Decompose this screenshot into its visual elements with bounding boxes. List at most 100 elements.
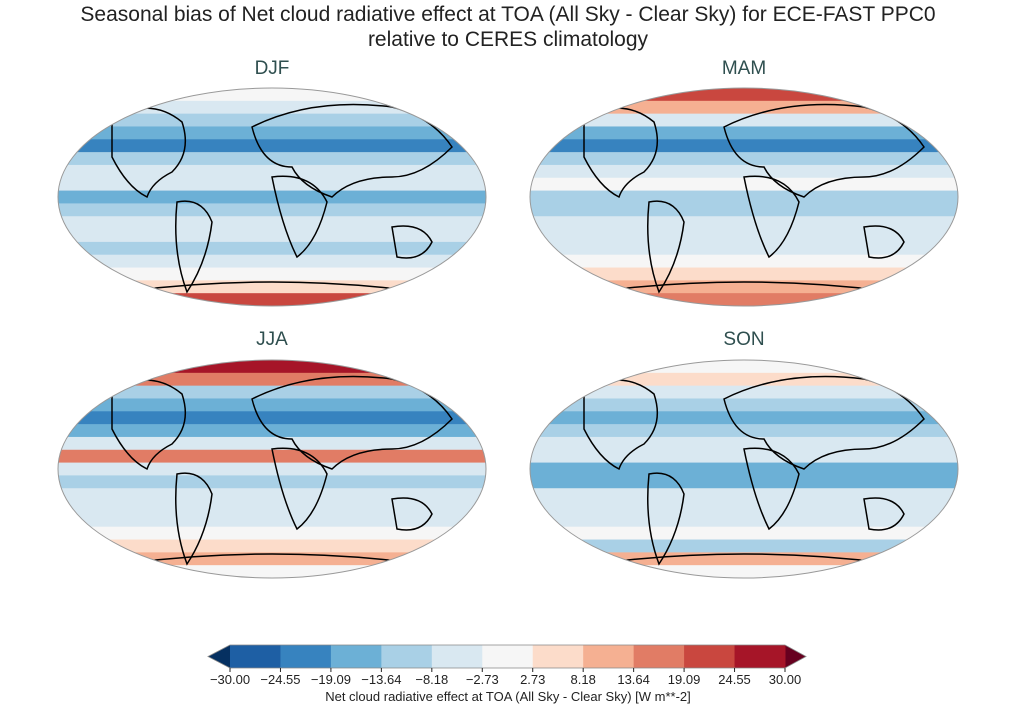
- bias-band: [530, 411, 958, 425]
- bias-band: [530, 526, 958, 541]
- colorbar-segment: [230, 645, 281, 668]
- coastline: [251, 375, 453, 470]
- bias-band: [530, 216, 958, 230]
- coastline: [647, 200, 685, 294]
- bias-band: [530, 372, 958, 387]
- bias-band: [530, 88, 958, 102]
- bias-band: [530, 203, 958, 217]
- bias-band: [530, 488, 958, 502]
- coastline: [583, 107, 659, 199]
- bias-band: [58, 241, 486, 256]
- colorbar-under-triangle: [208, 645, 230, 668]
- colorbar-tick-label: 30.00: [768, 672, 802, 687]
- colorbar-tick-label: 13.64: [617, 672, 650, 687]
- bias-band: [530, 126, 958, 140]
- coastline: [723, 375, 925, 470]
- bias-band: [58, 88, 486, 102]
- colorbar-segment: [633, 645, 685, 668]
- colorbar-tick-label: 24.55: [718, 672, 751, 687]
- colorbar-tick-label: −2.73: [465, 672, 499, 687]
- bias-band: [530, 462, 958, 476]
- panel-title-jja: JJA: [256, 329, 288, 350]
- bias-band: [58, 565, 486, 578]
- bias-band: [530, 501, 958, 515]
- bias-band: [58, 126, 486, 140]
- colorbar-tick-label: −8.18: [415, 672, 449, 687]
- bias-band: [530, 385, 958, 399]
- coastline: [391, 497, 433, 531]
- colorbar: [207, 644, 807, 672]
- bias-band: [530, 475, 958, 489]
- bias-band: [530, 229, 958, 243]
- bias-band: [58, 229, 486, 243]
- coastline: [863, 497, 905, 531]
- bias-band: [58, 267, 486, 281]
- bias-band: [530, 280, 958, 294]
- bias-band: [530, 164, 958, 179]
- colorbar-tick-label: −24.55: [260, 672, 301, 687]
- map-border: [57, 87, 487, 307]
- coastline: [111, 107, 187, 199]
- colorbar-segment: [684, 645, 736, 668]
- colorbar-segment: [734, 645, 786, 668]
- colorbar-tick-label: −30.00: [209, 672, 251, 687]
- bias-band: [530, 552, 958, 566]
- bias-band: [530, 424, 958, 438]
- map-mam: [529, 87, 959, 307]
- bias-band: [530, 398, 958, 412]
- bias-band: [58, 552, 486, 566]
- bias-band: [530, 177, 958, 192]
- bias-band: [58, 203, 486, 217]
- coastline: [723, 103, 925, 198]
- map-border: [529, 359, 959, 579]
- bias-band: [58, 139, 486, 153]
- bias-band: [530, 436, 958, 451]
- bias-band: [58, 164, 486, 179]
- coastline: [743, 447, 800, 531]
- bias-band: [530, 152, 958, 166]
- colorbar-tick-label: −13.64: [361, 672, 402, 687]
- bias-band: [58, 190, 486, 204]
- panel-title-djf: DJF: [254, 58, 290, 79]
- bias-band: [58, 539, 486, 553]
- bias-band: [530, 513, 958, 528]
- coastline: [175, 472, 213, 566]
- colorbar-tick-label: 8.18: [570, 672, 596, 687]
- bias-band: [530, 267, 958, 281]
- bias-band: [58, 280, 486, 294]
- map-border: [57, 359, 487, 579]
- bias-band: [530, 539, 958, 553]
- bias-band: [58, 475, 486, 489]
- bias-band: [58, 462, 486, 476]
- bias-band: [58, 411, 486, 425]
- bias-band: [58, 513, 486, 528]
- coastline: [647, 472, 685, 566]
- coastline: [271, 175, 328, 259]
- colorbar-label: Net cloud radiative effect at TOA (All S…: [325, 689, 691, 704]
- panel-title-mam: MAM: [721, 58, 767, 79]
- colorbar-segment: [431, 645, 483, 668]
- bias-band: [58, 436, 486, 451]
- colorbar-segment: [330, 645, 382, 668]
- coastline: [111, 379, 187, 471]
- bias-band: [58, 100, 486, 115]
- bias-band: [58, 113, 486, 127]
- bias-band: [530, 139, 958, 153]
- bias-band: [530, 190, 958, 204]
- bias-band: [58, 449, 486, 464]
- bias-band: [58, 254, 486, 269]
- bias-band: [530, 360, 958, 374]
- bias-band: [530, 100, 958, 115]
- colorbar-segment: [280, 645, 332, 668]
- bias-band: [58, 385, 486, 399]
- coastline: [175, 200, 213, 294]
- colorbar-segment: [381, 645, 433, 668]
- coastline: [743, 175, 800, 259]
- bias-band: [58, 360, 486, 374]
- bias-band: [58, 216, 486, 230]
- map-son: [529, 359, 959, 579]
- bias-band: [58, 372, 486, 387]
- bias-band: [58, 501, 486, 515]
- bias-band: [58, 293, 486, 306]
